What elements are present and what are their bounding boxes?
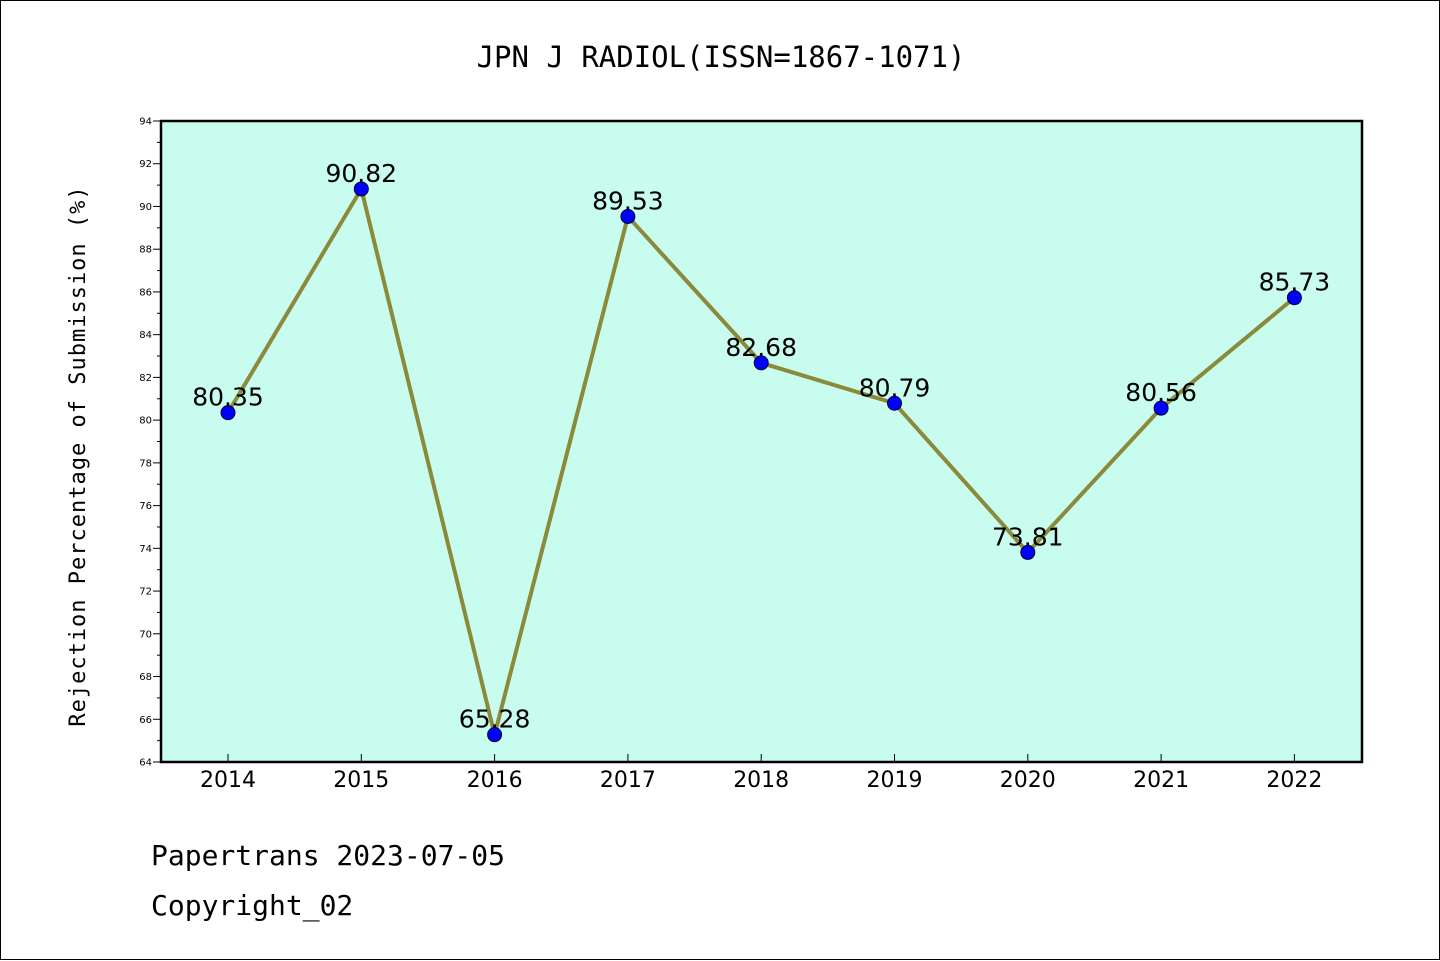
y-tick-label: 74 <box>139 544 152 555</box>
x-tick-label: 2017 <box>600 768 656 793</box>
y-tick-label: 78 <box>139 458 152 469</box>
y-tick-label: 64 <box>139 758 152 769</box>
plot-area <box>161 121 1362 762</box>
data-label: 82.68 <box>725 333 797 362</box>
y-tick-label: 70 <box>139 629 152 640</box>
y-tick-label: 66 <box>139 715 152 726</box>
series-layer <box>220 181 1302 743</box>
data-point <box>753 355 769 371</box>
y-tick-label: 94 <box>139 117 152 128</box>
data-label-layer: 80.35 90.82 65.28 89.53 82.68 80.79 73.81 80.56… <box>192 159 1330 734</box>
chart-title: JPN J RADIOL(ISSN=1867-1071) <box>477 40 966 74</box>
x-tick-label: 2018 <box>733 768 789 793</box>
data-label: 65.28 <box>459 705 531 734</box>
y-tick-label: 92 <box>139 159 152 170</box>
footer-copyright: Copyright_02 <box>151 889 353 923</box>
data-label: 80.35 <box>192 383 264 412</box>
y-axis-label: Rejection Percentage of Submission (%) <box>66 185 91 726</box>
data-label: 90.82 <box>326 159 398 188</box>
x-tick-label: 2019 <box>867 768 923 793</box>
y-tick-label: 68 <box>139 672 152 683</box>
plot-border <box>159 119 1364 764</box>
y-tick-label: 82 <box>139 373 152 384</box>
data-label: 89.53 <box>592 187 664 216</box>
data-point <box>620 209 636 225</box>
y-tick-label: 72 <box>139 587 152 598</box>
x-axis-ticks: 2014 2015 2016 2017 2018 2019 2020 2021 2022 <box>200 754 1322 793</box>
x-tick-label: 2016 <box>467 768 523 793</box>
data-point <box>1153 400 1169 416</box>
data-label: 80.56 <box>1125 378 1197 407</box>
x-tick-label: 2021 <box>1133 768 1189 793</box>
data-point <box>353 181 369 197</box>
data-point <box>487 727 503 743</box>
data-point <box>220 405 236 421</box>
data-label: 80.79 <box>859 373 931 402</box>
y-axis-ticks: 64 66 68 70 72 74 76 78 80 82 84 86 88 90 92 94 <box>139 117 161 769</box>
data-point <box>887 395 902 411</box>
y-tick-label: 88 <box>139 245 152 256</box>
y-tick-label: 80 <box>139 416 152 427</box>
data-label: 85.73 <box>1259 268 1331 297</box>
data-point <box>1020 544 1036 560</box>
y-tick-label: 90 <box>139 202 152 213</box>
data-point <box>1286 290 1302 306</box>
x-tick-label: 2020 <box>1000 768 1056 793</box>
x-tick-label: 2022 <box>1266 768 1322 793</box>
x-tick-label: 2014 <box>200 768 256 793</box>
footer-date: Papertrans 2023-07-05 <box>151 839 505 872</box>
x-tick-label: 2015 <box>333 768 389 793</box>
data-label: 73.81 <box>992 522 1064 551</box>
y-tick-label: 76 <box>139 501 152 512</box>
y-tick-label: 86 <box>139 287 152 298</box>
y-tick-label: 84 <box>139 330 152 341</box>
